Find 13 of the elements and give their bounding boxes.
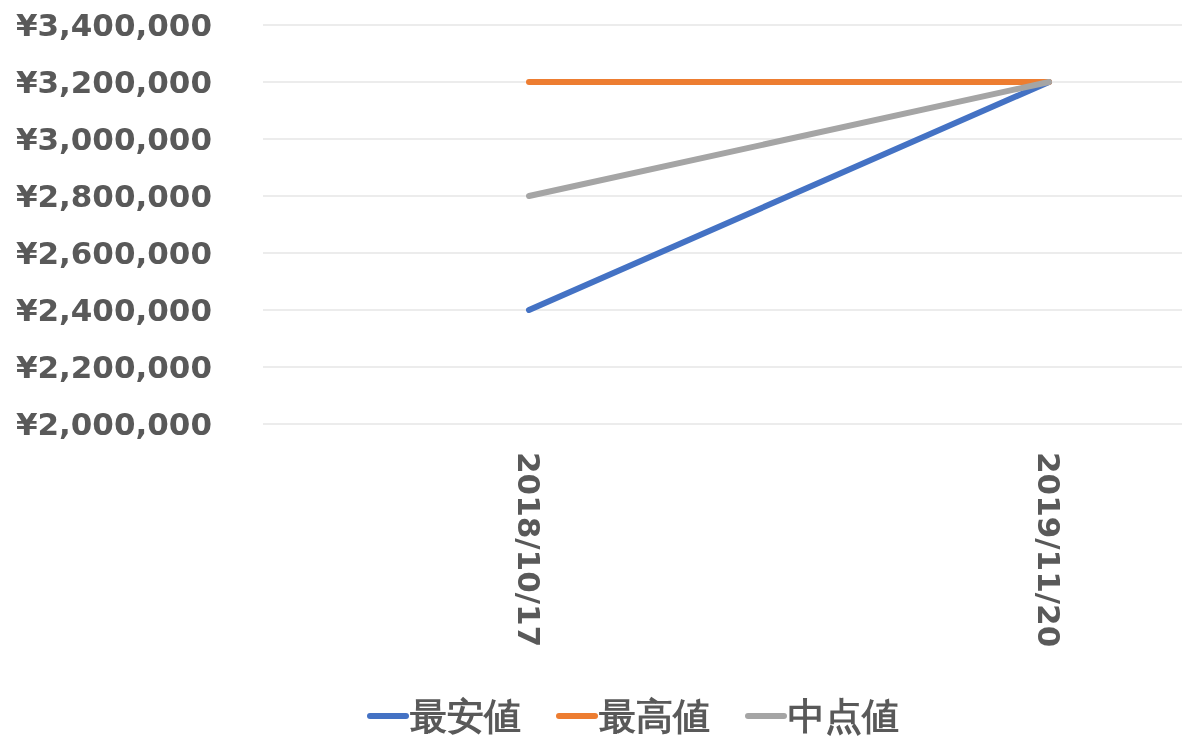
legend-label: 最高値 [599,695,710,738]
legend-label: 最安値 [410,695,521,738]
y-tick-label: ¥3,400,000 [15,7,212,43]
x-tick-label: 2018/10/17 [511,452,547,648]
y-tick-label: ¥3,000,000 [15,121,212,157]
x-tick-label: 2019/11/20 [1031,452,1067,648]
y-tick-label: ¥2,000,000 [15,406,212,442]
y-tick-label: ¥2,200,000 [15,349,212,385]
y-tick-label: ¥2,800,000 [15,178,212,214]
y-tick-label: ¥3,200,000 [15,64,212,100]
y-tick-label: ¥2,600,000 [15,235,212,271]
y-tick-label: ¥2,400,000 [15,292,212,328]
legend-label: 中点値 [788,695,899,738]
